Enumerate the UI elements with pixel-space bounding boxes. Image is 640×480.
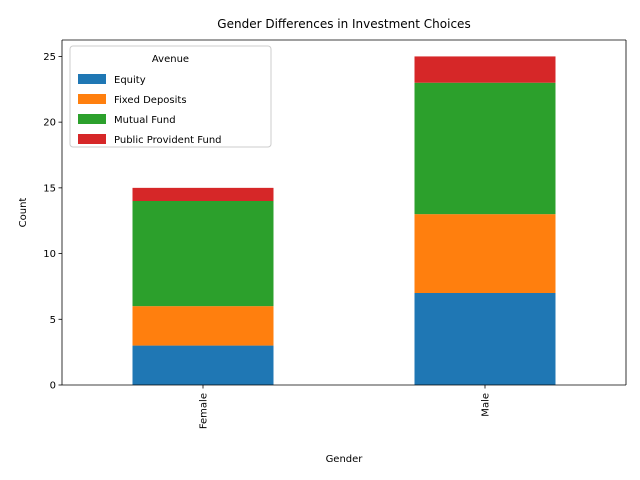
- legend-box: [69, 45, 272, 148]
- bars-group: [132, 56, 556, 385]
- bar-female-mutual-fund: [132, 201, 274, 307]
- y-tick-label: 15: [43, 183, 56, 194]
- legend-label-fixed-deposits: Fixed Deposits: [114, 95, 187, 106]
- bar-female-public-provident-fund: [132, 187, 274, 201]
- legend-swatch-mutual-fund: [78, 114, 106, 124]
- legend-label-public-provident-fund: Public Provident Fund: [114, 135, 222, 146]
- x-tick-label: Male: [481, 393, 492, 417]
- legend: Avenue Equity Fixed Deposits Mutual Fund Pub…: [69, 45, 272, 148]
- y-tick-label: 20: [43, 118, 56, 129]
- y-tick-label: 10: [43, 249, 56, 260]
- legend-swatch-equity: [78, 74, 106, 84]
- y-axis-label: Count: [18, 198, 29, 228]
- legend-label-mutual-fund: Mutual Fund: [114, 115, 176, 126]
- bar-male-mutual-fund: [414, 82, 556, 215]
- x-tick-label: Female: [199, 393, 210, 429]
- chart-title: Gender Differences in Investment Choices: [217, 17, 470, 31]
- bar-male-public-provident-fund: [414, 56, 556, 83]
- bar-male-fixed-deposits: [414, 214, 556, 293]
- legend-label-equity: Equity: [114, 75, 146, 86]
- bar-female-equity: [132, 345, 274, 385]
- y-tick-label: 0: [50, 381, 56, 392]
- y-tick-label: 25: [43, 52, 56, 63]
- bar-female-fixed-deposits: [132, 306, 274, 346]
- bar-male-equity: [414, 293, 556, 385]
- y-tick-label: 5: [50, 315, 56, 326]
- x-axis-label: Gender: [326, 454, 364, 465]
- legend-swatch-public-provident-fund: [78, 134, 106, 144]
- legend-title: Avenue: [152, 54, 189, 65]
- legend-swatch-fixed-deposits: [78, 94, 106, 104]
- axes-group: 0 5 10 15 20 25 Female Male: [43, 39, 627, 429]
